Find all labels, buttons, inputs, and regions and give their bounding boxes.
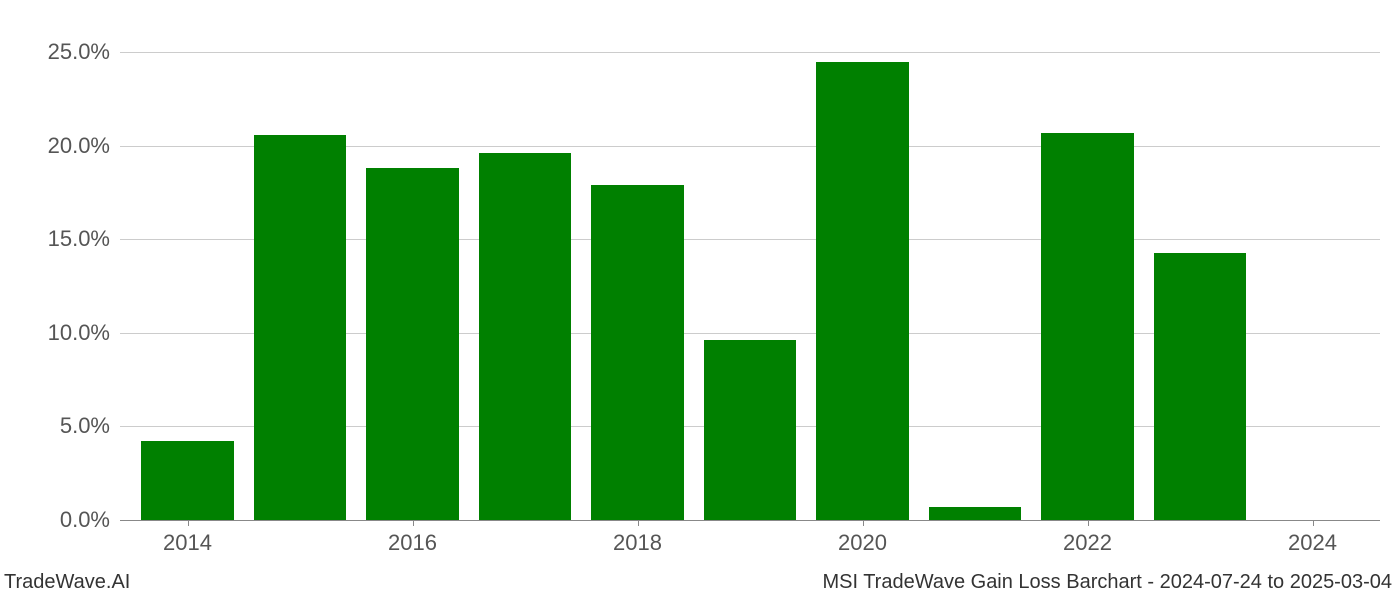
footer-left-brand: TradeWave.AI xyxy=(4,571,130,594)
x-tick-label: 2016 xyxy=(388,520,437,556)
x-tick-label: 2020 xyxy=(838,520,887,556)
bar xyxy=(479,153,571,520)
bar xyxy=(141,441,233,520)
bar xyxy=(1154,253,1246,520)
bar xyxy=(1041,133,1133,520)
bar xyxy=(929,507,1021,520)
x-tick-label: 2018 xyxy=(613,520,662,556)
x-tick-label: 2014 xyxy=(163,520,212,556)
bar xyxy=(816,62,908,520)
y-tick-label: 20.0% xyxy=(48,133,120,159)
y-tick-label: 15.0% xyxy=(48,226,120,252)
x-tick-label: 2024 xyxy=(1288,520,1337,556)
y-tick-label: 0.0% xyxy=(60,507,120,533)
y-tick-label: 10.0% xyxy=(48,320,120,346)
bar xyxy=(591,185,683,520)
footer-right-caption: MSI TradeWave Gain Loss Barchart - 2024-… xyxy=(822,571,1392,594)
chart-container: 0.0% 5.0% 10.0% 15.0% 20.0% 25.0% 2014 2016 2018… xyxy=(0,0,1400,600)
bar xyxy=(704,340,796,520)
bar xyxy=(254,135,346,520)
x-axis-line xyxy=(120,520,1380,521)
bar xyxy=(366,168,458,520)
y-tick-label: 5.0% xyxy=(60,413,120,439)
gridline xyxy=(120,52,1380,53)
x-tick-label: 2022 xyxy=(1063,520,1112,556)
plot-area: 0.0%5.0%10.0%15.0%20.0%25.0%201420162018… xyxy=(120,30,1380,520)
y-tick-label: 25.0% xyxy=(48,39,120,65)
